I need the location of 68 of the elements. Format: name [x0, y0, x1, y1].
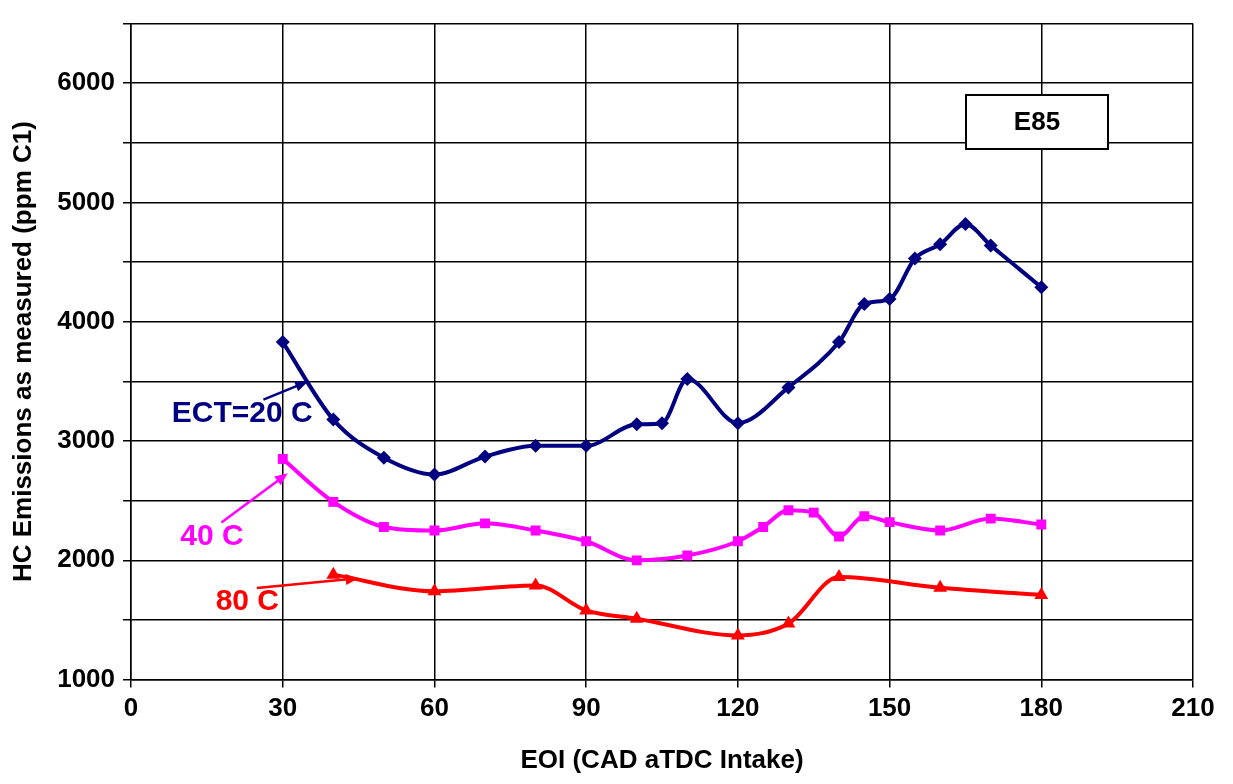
point: [581, 536, 592, 547]
point: [655, 416, 670, 431]
y-tick-label: 3000: [57, 424, 116, 455]
point: [857, 296, 872, 311]
point: [935, 525, 946, 536]
y-tick-label: 2000: [57, 543, 116, 574]
x-tick-label: 0: [123, 692, 139, 723]
y-tick-label: 6000: [57, 66, 116, 97]
y-axis-title: HC Emissions as measured (ppm C1): [6, 121, 37, 583]
point: [427, 583, 442, 596]
point: [808, 507, 819, 518]
point: [680, 372, 695, 387]
point: [884, 517, 895, 528]
point: [834, 531, 844, 542]
point: [682, 550, 693, 561]
point: [530, 525, 541, 536]
y-tick-label: 4000: [57, 304, 116, 335]
point: [275, 335, 290, 350]
point: [376, 450, 391, 465]
x-tick-label: 30: [268, 692, 298, 723]
x-tick-label: 210: [1171, 692, 1215, 723]
point: [1034, 586, 1049, 599]
point: [983, 238, 998, 253]
point: [579, 438, 594, 453]
point: [277, 454, 288, 464]
point: [1034, 280, 1049, 295]
point: [758, 521, 769, 532]
legend-label: 80 C: [215, 583, 280, 617]
x-tick-label: 90: [571, 692, 601, 723]
point: [933, 237, 948, 252]
legend-label: 40 C: [180, 517, 244, 551]
point: [378, 521, 389, 532]
point: [882, 292, 897, 307]
x-tick-label: 150: [867, 692, 912, 723]
point: [832, 569, 846, 582]
point: [579, 602, 594, 615]
point: [933, 579, 948, 592]
point: [427, 467, 442, 482]
x-axis-title: EOI (CAD aTDC Intake): [520, 743, 804, 774]
x-tick-label: 180: [1019, 692, 1063, 723]
point: [958, 216, 973, 231]
point: [326, 412, 341, 427]
point: [985, 513, 996, 524]
x-tick-label: 60: [420, 692, 449, 723]
point: [781, 380, 796, 395]
point: [730, 416, 745, 431]
point: [1036, 519, 1047, 530]
point: [781, 615, 796, 628]
point: [528, 438, 543, 453]
point: [629, 610, 644, 623]
legend-label: ECT=20 C: [171, 394, 313, 428]
point: [730, 627, 745, 640]
point: [528, 577, 543, 590]
point: [478, 449, 493, 464]
y-tick-label: 1000: [57, 662, 116, 693]
x-tick-label: 120: [716, 692, 760, 723]
point: [783, 505, 794, 516]
point: [480, 518, 490, 529]
point: [629, 417, 644, 432]
point: [907, 251, 922, 266]
point: [859, 511, 870, 522]
point: [328, 496, 339, 507]
point: [326, 566, 341, 579]
point: [631, 555, 642, 566]
y-tick-label: 5000: [57, 185, 116, 216]
text-box: E85: [965, 93, 1109, 150]
point: [732, 536, 743, 547]
point: [832, 335, 847, 350]
